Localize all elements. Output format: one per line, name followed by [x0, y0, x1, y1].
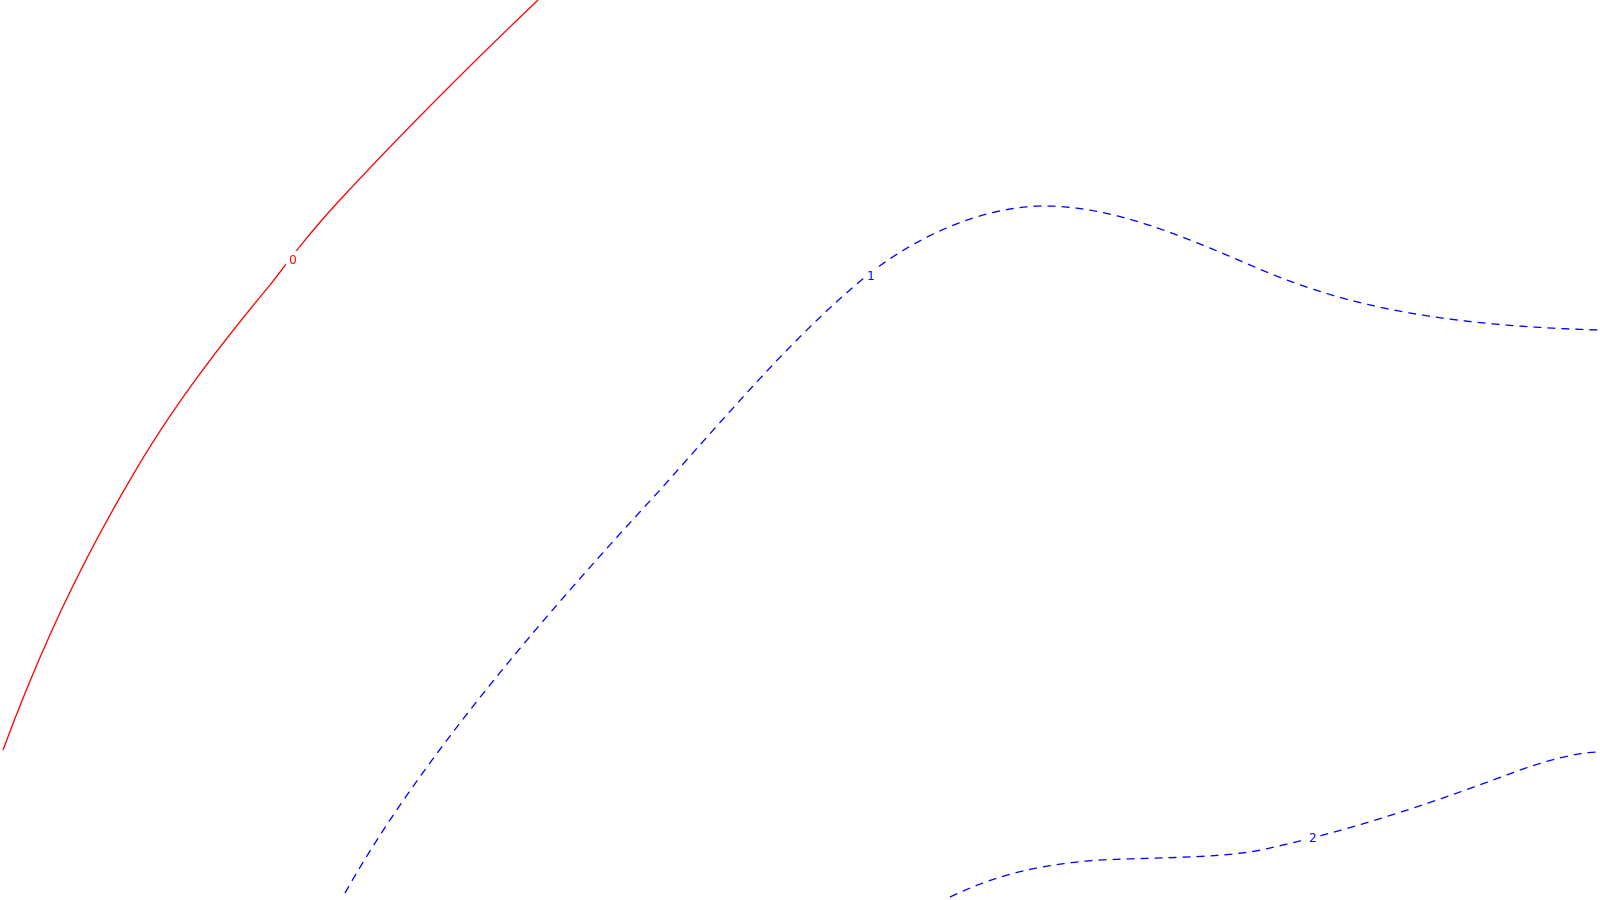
contour-0-label-bg: [286, 251, 300, 267]
contour-2-line: [949, 751, 1600, 898]
contour-1: 1: [344, 205, 1600, 894]
contour-0: 0: [2, 0, 539, 751]
contour-2: 2: [949, 751, 1600, 898]
contour-1-label: 1: [867, 269, 875, 283]
contour-0-label: 0: [289, 253, 297, 267]
contour-2-label: 2: [1309, 831, 1317, 845]
contour-2-label-bg: [1306, 829, 1320, 845]
contour-0-line: [2, 0, 539, 751]
contour-1-line: [344, 205, 1600, 894]
contour-1-label-bg: [864, 267, 878, 283]
